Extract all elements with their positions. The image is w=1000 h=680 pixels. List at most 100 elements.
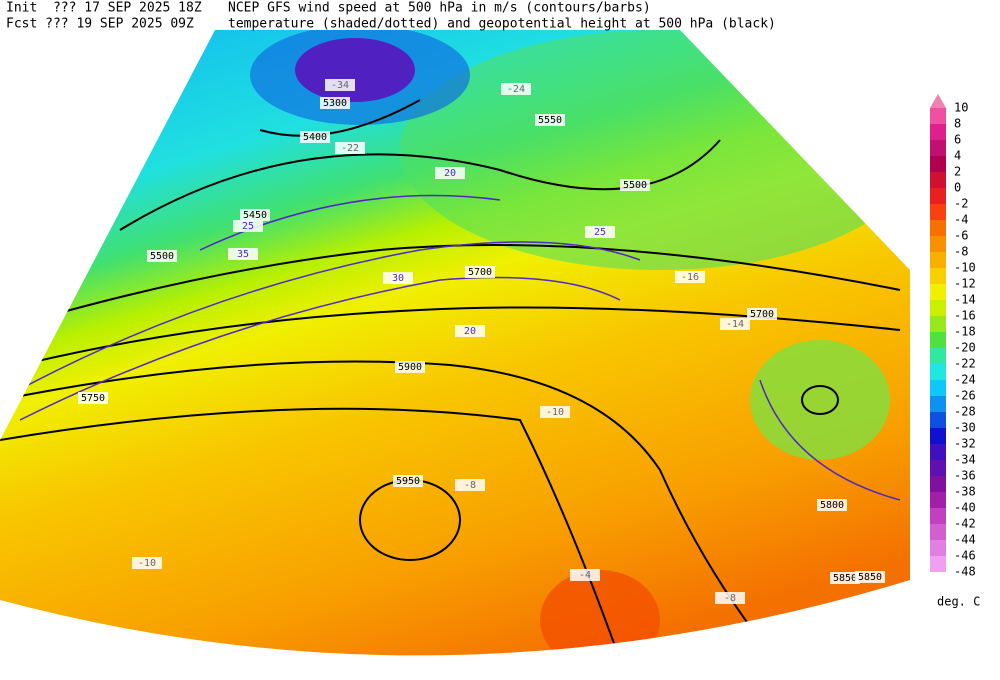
colorbar-label: -16 bbox=[954, 309, 976, 323]
colorbar-label: -10 bbox=[954, 261, 976, 275]
colorbar-box bbox=[930, 236, 946, 252]
temperature-label-box bbox=[720, 318, 750, 330]
colorbar-label: -36 bbox=[954, 469, 976, 483]
height-label-box bbox=[747, 308, 777, 320]
colorbar-triangle bbox=[930, 94, 946, 108]
colorbar-label: -20 bbox=[954, 341, 976, 355]
temperature-label-box bbox=[335, 142, 365, 154]
colorbar-label: -6 bbox=[954, 229, 968, 243]
colorbar-box bbox=[930, 268, 946, 284]
colorbar-label: -38 bbox=[954, 485, 976, 499]
height-label-box bbox=[147, 250, 177, 262]
colorbar-box bbox=[930, 332, 946, 348]
colorbar-box bbox=[930, 492, 946, 508]
colorbar-label: -18 bbox=[954, 325, 976, 339]
wind-label-box bbox=[383, 272, 413, 284]
temperature-label: -24 bbox=[507, 84, 525, 95]
colorbar-box bbox=[930, 380, 946, 396]
height-label-box bbox=[830, 572, 860, 584]
colorbar-label: -14 bbox=[954, 293, 976, 307]
temperature-label: -4 bbox=[579, 570, 591, 581]
temperature-label-box bbox=[501, 83, 531, 95]
temperature-label: -16 bbox=[681, 272, 699, 283]
wind-label-box bbox=[585, 226, 615, 238]
wind-label-box bbox=[228, 248, 258, 260]
height-label: 5700 bbox=[750, 309, 774, 320]
colorbar-label: -44 bbox=[954, 533, 976, 547]
height-label: 5550 bbox=[538, 115, 562, 126]
colorbar-label: -28 bbox=[954, 405, 976, 419]
colorbar-label: -24 bbox=[954, 373, 976, 387]
colorbar-box bbox=[930, 444, 946, 460]
temperature-label: -10 bbox=[546, 407, 564, 418]
wind-label-box bbox=[435, 167, 465, 179]
colorbar-label: -48 bbox=[954, 565, 976, 579]
temperature-label-box bbox=[570, 569, 600, 581]
height-label-box bbox=[535, 114, 565, 126]
colorbar-box bbox=[930, 108, 946, 124]
height-label-box bbox=[393, 475, 423, 487]
colorbar-box bbox=[930, 156, 946, 172]
forecast-time: Fcst ??? 19 SEP 2025 09Z bbox=[6, 17, 194, 32]
colorbar-box bbox=[930, 252, 946, 268]
height-label: 5850 bbox=[858, 572, 882, 583]
header: Init ??? 17 SEP 2025 18Z Fcst ??? 19 SEP… bbox=[6, 1, 776, 32]
colorbar-label: -30 bbox=[954, 421, 976, 435]
colorbar-box bbox=[930, 188, 946, 204]
colorbar-box bbox=[930, 124, 946, 140]
colorbar-box bbox=[930, 556, 946, 572]
temperature-label-box bbox=[455, 479, 485, 491]
colorbar-box bbox=[930, 508, 946, 524]
colorbar-label: -22 bbox=[954, 357, 976, 371]
height-label-box bbox=[855, 571, 885, 583]
wind-label: 30 bbox=[392, 273, 404, 284]
colorbar-box bbox=[930, 140, 946, 156]
temperature-label: -8 bbox=[464, 480, 476, 491]
height-label-box bbox=[300, 131, 330, 143]
colorbar-box bbox=[930, 476, 946, 492]
map-labels: 5300 5400 5450 5500 5550 5500 5700 5750 5850 5900… bbox=[78, 79, 885, 604]
colorbar-box bbox=[930, 396, 946, 412]
colorbar-label: 8 bbox=[954, 117, 961, 131]
colorbar-box bbox=[930, 316, 946, 332]
colorbar-label: -32 bbox=[954, 437, 976, 451]
temperature-label: -14 bbox=[726, 319, 744, 330]
colorbar-label: -42 bbox=[954, 517, 976, 531]
temperature-label-box bbox=[132, 557, 162, 569]
height-label: 5500 bbox=[623, 180, 647, 191]
colorbar-label: 6 bbox=[954, 133, 961, 147]
colorbar-box bbox=[930, 364, 946, 380]
height-label: 5450 bbox=[243, 210, 267, 221]
title-line-1: NCEP GFS wind speed at 500 hPa in m/s (c… bbox=[228, 1, 651, 16]
height-label: 5300 bbox=[323, 98, 347, 109]
wind-label-box bbox=[455, 325, 485, 337]
wind-label: 35 bbox=[237, 249, 249, 260]
colorbar-label: -8 bbox=[954, 245, 968, 259]
colorbar-label: 2 bbox=[954, 165, 961, 179]
wind-label: 20 bbox=[444, 168, 456, 179]
temperature-label-box bbox=[540, 406, 570, 418]
colorbar: 10 8 6 4 2 0 -2 -4 -6 -8 -10 -12 -14 -16 -18 -20 -22 -24 -… bbox=[930, 94, 980, 609]
colorbar-label: -34 bbox=[954, 453, 976, 467]
colorbar-box bbox=[930, 524, 946, 540]
height-label: 5950 bbox=[396, 476, 420, 487]
wind-label-box bbox=[233, 220, 263, 232]
colorbar-box bbox=[930, 348, 946, 364]
height-label-box bbox=[465, 266, 495, 278]
height-label: 5850 bbox=[833, 573, 857, 584]
wind-label: 25 bbox=[594, 227, 606, 238]
height-label: 5750 bbox=[81, 393, 105, 404]
colorbar-label: -46 bbox=[954, 549, 976, 563]
height-label-box bbox=[817, 499, 847, 511]
colorbar-box bbox=[930, 220, 946, 236]
colorbar-box bbox=[930, 540, 946, 556]
height-label-box bbox=[620, 179, 650, 191]
height-label: 5500 bbox=[150, 251, 174, 262]
colorbar-label: -12 bbox=[954, 277, 976, 291]
height-label: 5900 bbox=[398, 362, 422, 373]
height-label-box bbox=[240, 209, 270, 221]
colorbar-box bbox=[930, 204, 946, 220]
temperature-label-box bbox=[715, 592, 745, 604]
temperature-label: -34 bbox=[331, 80, 349, 91]
